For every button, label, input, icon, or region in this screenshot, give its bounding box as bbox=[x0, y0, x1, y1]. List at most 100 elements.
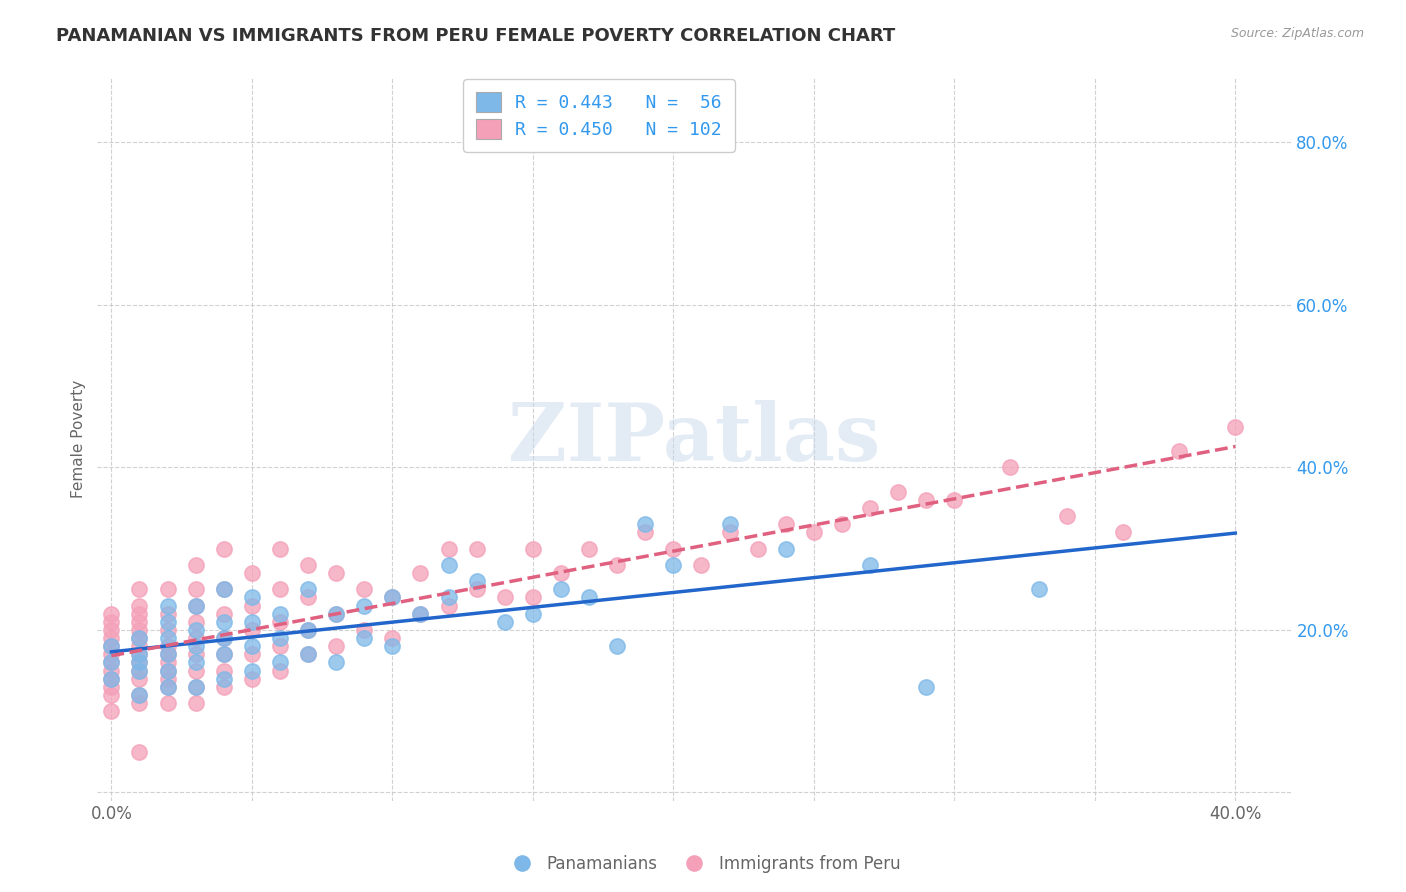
Point bbox=[128, 696, 150, 710]
Point bbox=[409, 607, 432, 621]
Point bbox=[634, 525, 657, 540]
Point bbox=[381, 591, 404, 605]
Point bbox=[747, 541, 769, 556]
Point bbox=[269, 664, 291, 678]
Point bbox=[381, 639, 404, 653]
Point bbox=[578, 591, 600, 605]
Text: ZIPatlas: ZIPatlas bbox=[509, 400, 880, 478]
Point bbox=[325, 566, 347, 580]
Point bbox=[775, 517, 797, 532]
Point bbox=[494, 615, 516, 629]
Point bbox=[297, 648, 319, 662]
Text: PANAMANIAN VS IMMIGRANTS FROM PERU FEMALE POVERTY CORRELATION CHART: PANAMANIAN VS IMMIGRANTS FROM PERU FEMAL… bbox=[56, 27, 896, 45]
Point bbox=[465, 541, 488, 556]
Point bbox=[184, 615, 207, 629]
Point bbox=[606, 558, 628, 572]
Point bbox=[128, 656, 150, 670]
Point bbox=[184, 599, 207, 613]
Point bbox=[437, 599, 460, 613]
Point bbox=[184, 680, 207, 694]
Point bbox=[184, 623, 207, 637]
Point bbox=[718, 517, 741, 532]
Point bbox=[212, 648, 235, 662]
Point bbox=[100, 656, 122, 670]
Point bbox=[325, 607, 347, 621]
Point bbox=[212, 582, 235, 597]
Point bbox=[269, 541, 291, 556]
Point bbox=[128, 582, 150, 597]
Point bbox=[297, 648, 319, 662]
Point bbox=[100, 672, 122, 686]
Point bbox=[184, 680, 207, 694]
Point bbox=[156, 648, 179, 662]
Point bbox=[184, 648, 207, 662]
Point bbox=[184, 631, 207, 645]
Point bbox=[325, 656, 347, 670]
Point bbox=[437, 558, 460, 572]
Point bbox=[128, 639, 150, 653]
Point bbox=[1112, 525, 1135, 540]
Point bbox=[859, 501, 882, 516]
Point bbox=[831, 517, 853, 532]
Point bbox=[156, 696, 179, 710]
Point bbox=[437, 591, 460, 605]
Point bbox=[662, 558, 685, 572]
Point bbox=[269, 639, 291, 653]
Point bbox=[297, 558, 319, 572]
Point bbox=[1028, 582, 1050, 597]
Point bbox=[240, 648, 263, 662]
Point bbox=[325, 607, 347, 621]
Point bbox=[437, 541, 460, 556]
Point bbox=[269, 582, 291, 597]
Point bbox=[156, 582, 179, 597]
Point bbox=[240, 664, 263, 678]
Point bbox=[353, 623, 375, 637]
Point bbox=[212, 607, 235, 621]
Point bbox=[522, 607, 544, 621]
Legend: R = 0.443   N =  56, R = 0.450   N = 102: R = 0.443 N = 56, R = 0.450 N = 102 bbox=[463, 79, 735, 152]
Point bbox=[128, 664, 150, 678]
Text: Source: ZipAtlas.com: Source: ZipAtlas.com bbox=[1230, 27, 1364, 40]
Point bbox=[240, 672, 263, 686]
Point bbox=[100, 680, 122, 694]
Point bbox=[212, 664, 235, 678]
Point bbox=[718, 525, 741, 540]
Point bbox=[381, 591, 404, 605]
Point bbox=[128, 607, 150, 621]
Y-axis label: Female Poverty: Female Poverty bbox=[72, 380, 86, 498]
Point bbox=[156, 615, 179, 629]
Point bbox=[634, 517, 657, 532]
Point bbox=[100, 639, 122, 653]
Point bbox=[100, 615, 122, 629]
Point bbox=[212, 631, 235, 645]
Point bbox=[775, 541, 797, 556]
Point bbox=[465, 582, 488, 597]
Point bbox=[128, 615, 150, 629]
Point bbox=[128, 664, 150, 678]
Point bbox=[156, 599, 179, 613]
Point bbox=[212, 648, 235, 662]
Point bbox=[184, 582, 207, 597]
Point bbox=[915, 493, 938, 508]
Point bbox=[1225, 420, 1247, 434]
Point bbox=[184, 558, 207, 572]
Point bbox=[606, 639, 628, 653]
Point bbox=[803, 525, 825, 540]
Point bbox=[100, 631, 122, 645]
Point bbox=[859, 558, 882, 572]
Point bbox=[156, 672, 179, 686]
Point bbox=[100, 656, 122, 670]
Point bbox=[100, 623, 122, 637]
Point bbox=[128, 599, 150, 613]
Point bbox=[184, 639, 207, 653]
Point bbox=[212, 672, 235, 686]
Point bbox=[128, 745, 150, 759]
Point bbox=[662, 541, 685, 556]
Point bbox=[184, 656, 207, 670]
Point bbox=[1056, 509, 1078, 524]
Point bbox=[156, 656, 179, 670]
Point bbox=[325, 639, 347, 653]
Point bbox=[184, 599, 207, 613]
Point bbox=[156, 680, 179, 694]
Point bbox=[128, 688, 150, 702]
